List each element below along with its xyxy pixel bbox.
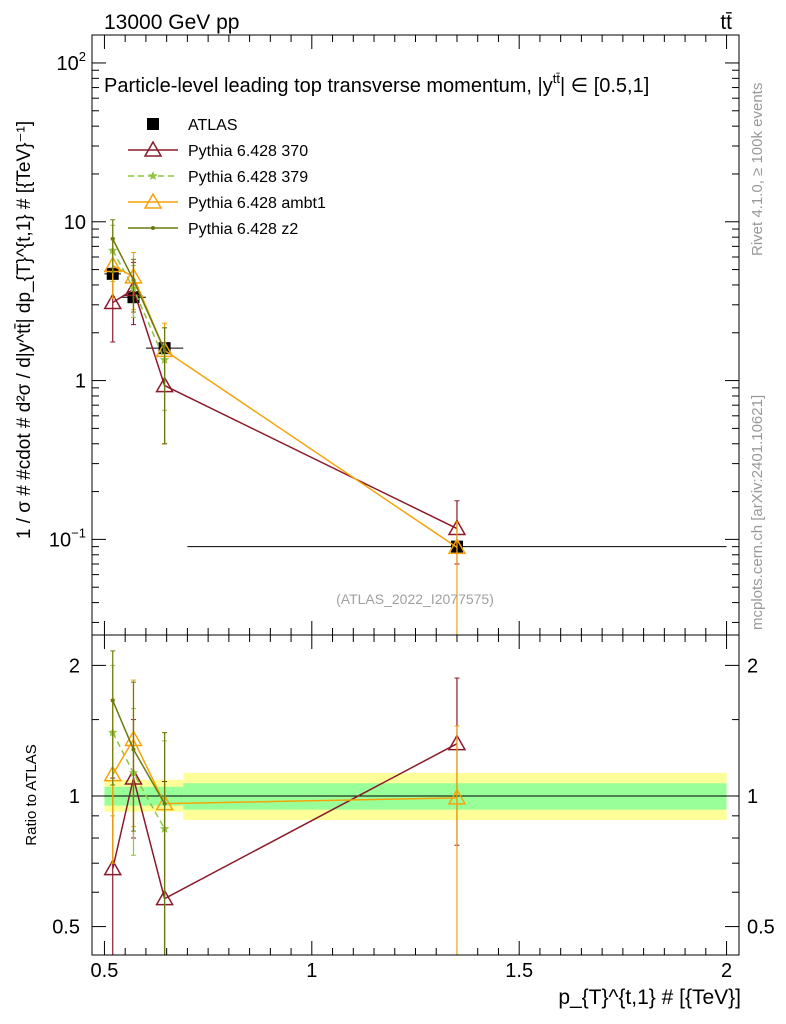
main-line-p370 [112,288,458,530]
ratio-point-z2 [110,698,115,703]
ratio-y-tick-label-right: 0.5 [747,917,775,939]
ratio-ticks: 2 2 1 1 0.5 0.5 0.5 1 1.5 2 [52,635,775,982]
main-y-tick-label: 10 [64,212,86,234]
ratio-frame [91,634,740,956]
legend-marker-ambt1 [143,192,163,209]
analysis-watermark: (ATLAS_2022_I2077575) [336,591,494,607]
ratio-line-p370 [112,743,458,900]
ratio-x-tick-label: 1.5 [505,960,533,982]
ratio-series [103,650,467,956]
tick-exponent: −1 [71,525,86,540]
rivet-label: Rivet 4.1.0, ≥ 100k events [749,83,766,256]
main-y-tick-label: 102 [57,49,86,75]
main-point-z2 [110,236,115,241]
legend-label-p379: Pythia 6.428 379 [188,169,308,186]
legend-marker-p379 [148,171,158,180]
mcplots-label: mcplots.cern.ch [arXiv:2401.10621] [749,395,766,630]
plot-title-tail: | ∈ [0.5,1] [560,75,649,97]
legend-marker-atlas [147,118,159,130]
legend-marker-p370 [143,140,163,157]
main-y-tick-label: 10−1 [49,525,86,551]
ratio-bands [104,772,727,821]
tick-base: 10 [64,212,86,234]
legend-label-p370: Pythia 6.428 370 [188,143,308,160]
ratio-x-tick-label: 2 [721,960,732,982]
main-series-z2 [110,219,168,445]
tick-exponent: 2 [79,49,86,64]
plot-title-main: Particle-level leading top transverse mo… [104,75,553,97]
main-point-p370 [103,293,123,310]
ratio-series-z2 [110,650,168,956]
main-point-z2 [131,277,136,282]
tick-base: 1 [75,371,86,393]
legend-label-z2: Pythia 6.428 z2 [188,221,298,238]
ratio-y-tick-label-right: 1 [747,786,758,808]
main-series [103,219,727,636]
energy-label: 13000 GeV pp [104,11,239,34]
main-ylabel: 1 / σ # #cdot # d²σ / d|y^tt̄| dp_{T}^{t… [14,121,35,539]
ratio-line-ambt1 [112,737,457,805]
legend: ATLAS Pythia 6.428 370 Pythia 6.428 379 Pyt… [128,117,326,238]
ratio-x-tick-label: 0.5 [91,960,119,982]
plot-title-sup: tt̄ [553,71,561,86]
plot-title: Particle-level leading top transverse mo… [104,71,649,97]
process-label: tt̄ [720,11,732,34]
legend-label-atlas: ATLAS [188,117,238,134]
ratio-point-p370 [103,859,123,876]
tick-base: 10 [57,53,79,75]
ratio-ylabel: Ratio to ATLAS [23,744,40,845]
ratio-panel: 2 2 1 1 0.5 0.5 0.5 1 1.5 2 Ratio to ATLAS [23,634,775,982]
main-y-tick-label: 1 [75,371,86,393]
legend-marker-z2 [151,226,155,230]
ratio-point-ambt1 [447,788,467,805]
main-point-z2 [162,348,167,353]
ratio-point-z2 [162,801,167,806]
tick-base: 10 [49,529,71,551]
main-frame [91,34,740,636]
main-point-ambt1 [447,537,467,555]
ratio-y-tick-label: 2 [69,655,80,677]
ratio-y-tick-label-right: 2 [747,655,758,677]
legend-label-ambt1: Pythia 6.428 ambt1 [188,195,326,212]
ratio-y-tick-label: 1 [69,786,80,808]
ratio-y-tick-label: 0.5 [52,917,80,939]
ratio-point-z2 [131,747,136,752]
xlabel: p_{T}^{t,1} # [{TeV}] [558,986,741,1009]
ratio-x-tick-label: 1 [306,960,317,982]
